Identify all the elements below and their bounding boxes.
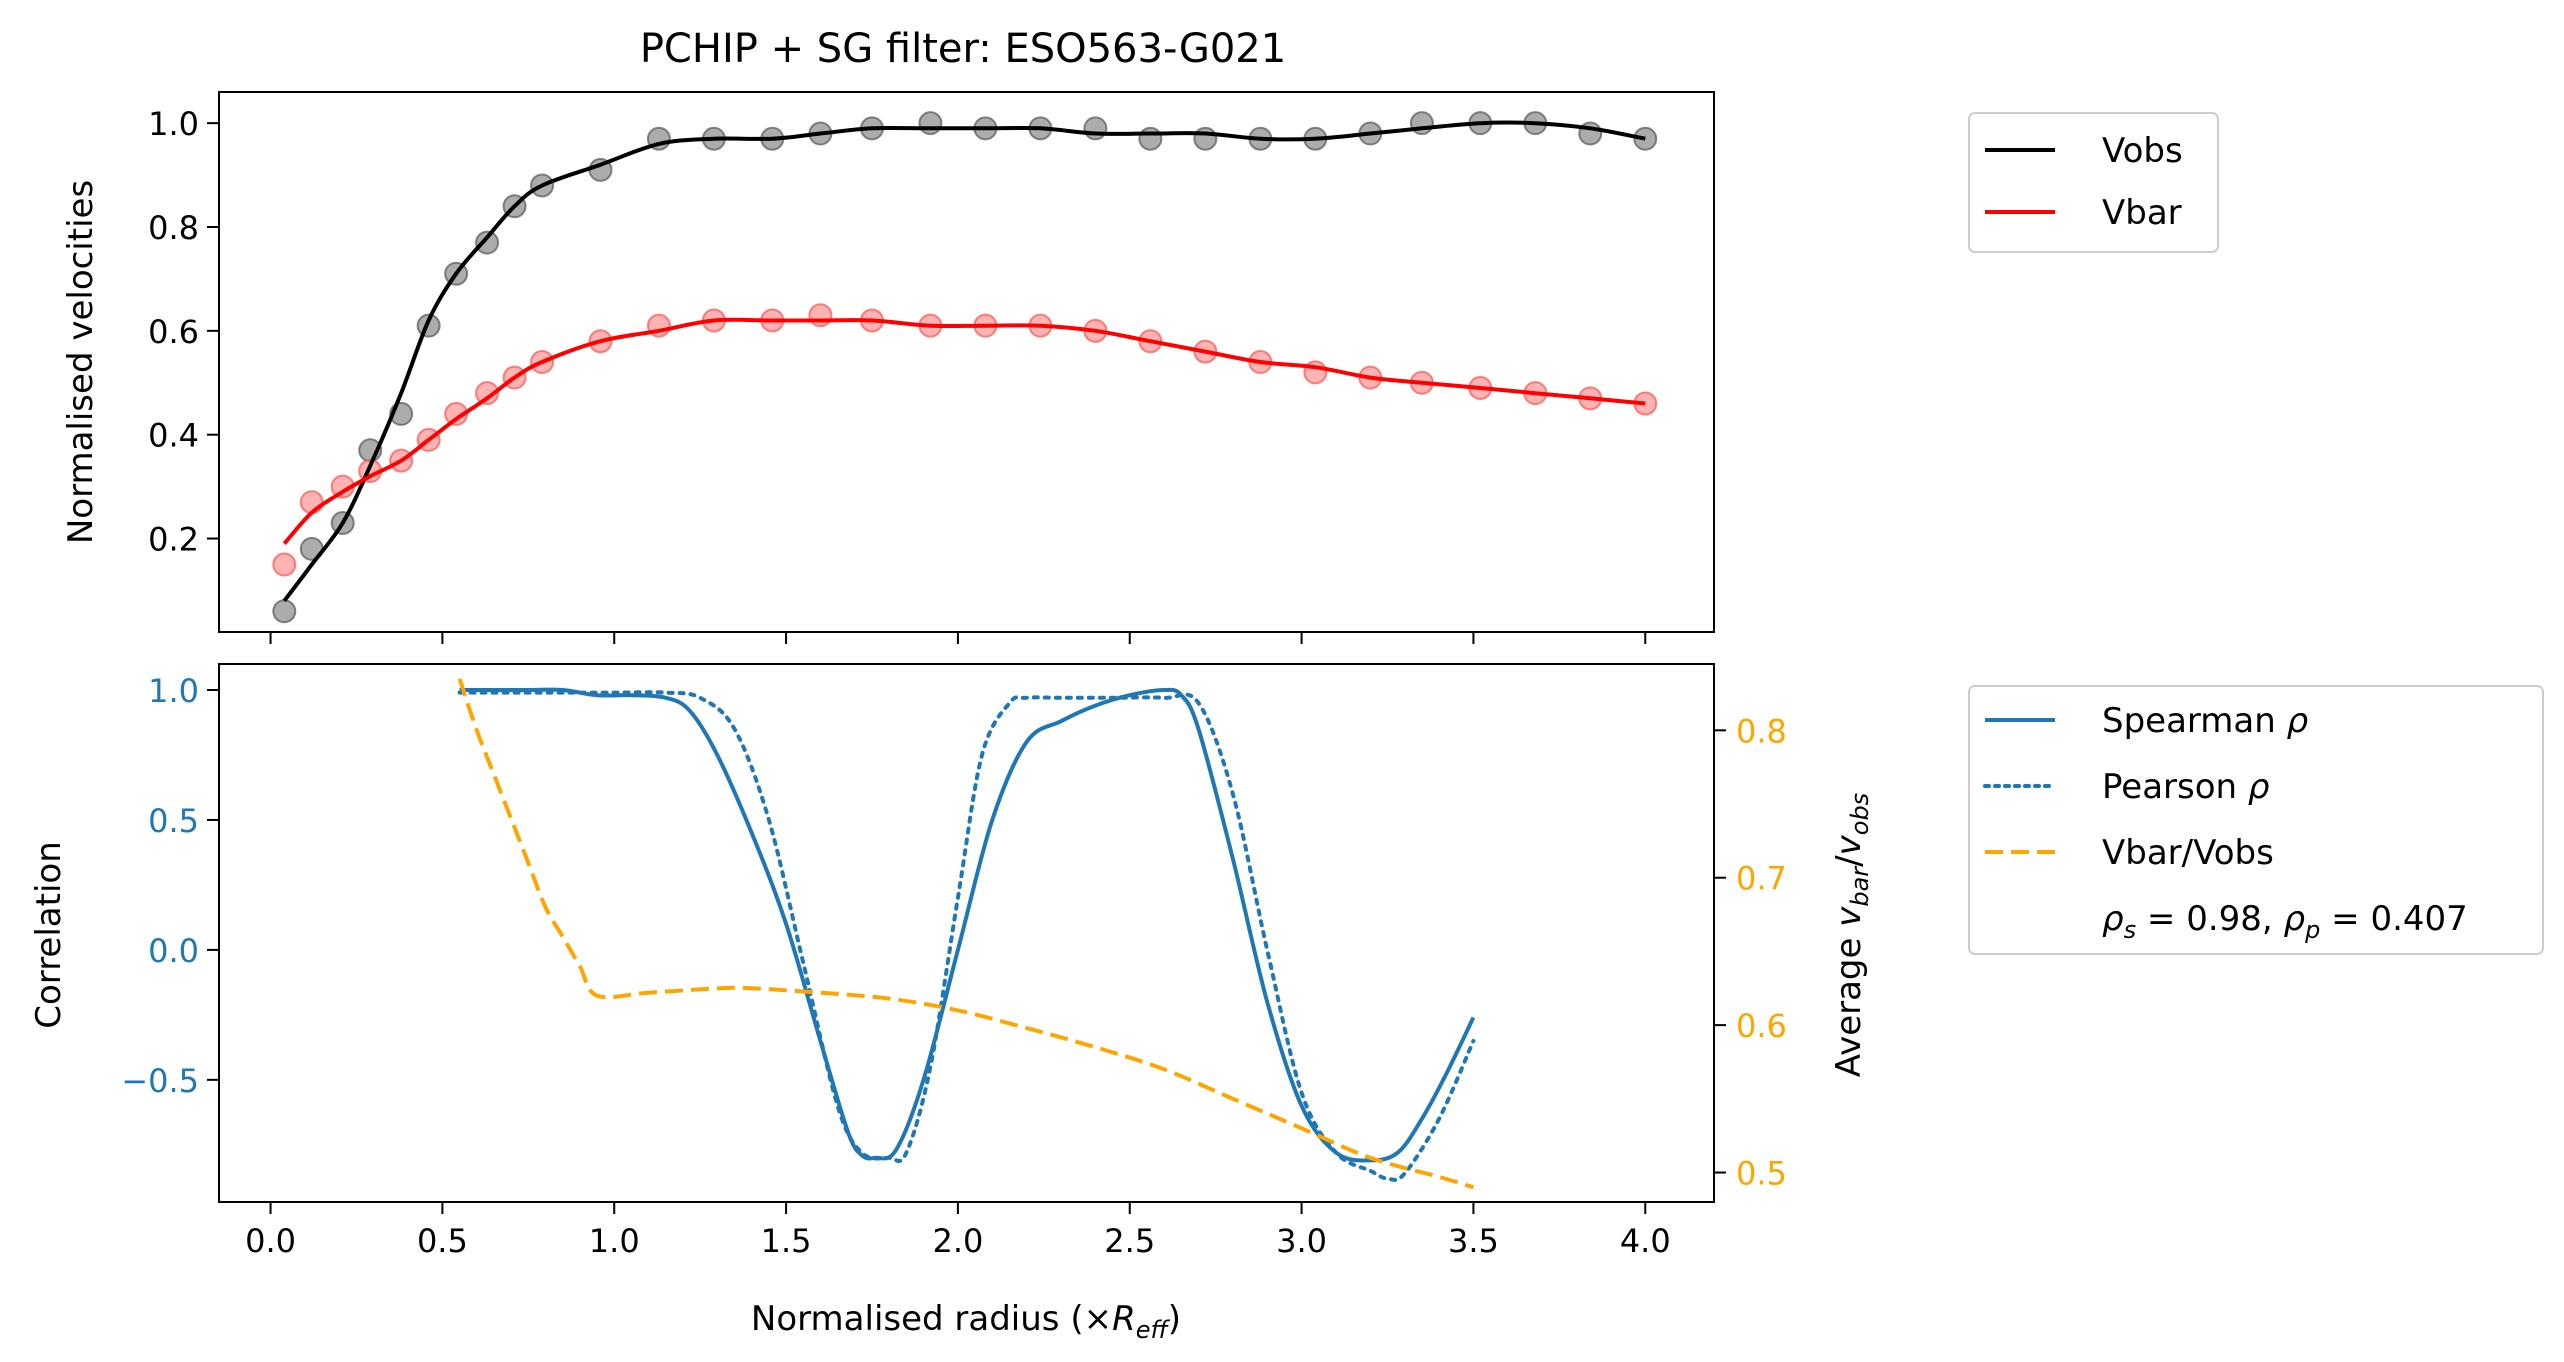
x-tick-label: 3.5 <box>1448 1222 1499 1260</box>
x-label-prefix: Normalised radius (× <box>751 1299 1112 1339</box>
spearman-line <box>459 687 1476 1163</box>
bottom-y2-tick-label: 0.8 <box>1736 712 1787 750</box>
stat-rho-p: ρ <box>2284 899 2306 939</box>
vobs-point <box>1083 116 1108 141</box>
top-y-tick-label: 1.0 <box>148 105 199 143</box>
legend-ratio-label: Vbar/Vobs <box>2102 833 2274 873</box>
stat-rho-s-value: = 0.98, <box>2136 899 2283 939</box>
bottom-y2-axis-label: Average vbar/vobs <box>1829 793 1874 1077</box>
x-label-symbol: R <box>1112 1299 1136 1339</box>
bottom-axis-ticks: 0.0 0.5 1.0 1.5 2.0 2.5 3.0 3.5 4.0 1.0 0.5 0.0 −0.5… <box>121 672 1787 1260</box>
top-panel: 0.2 0.4 0.6 0.8 1.0 Normalised velocities <box>61 91 1715 644</box>
vbar-line <box>282 317 1646 546</box>
x-tick-label: 1.5 <box>761 1222 812 1260</box>
chart-title: PCHIP + SG filter: ESO563-G021 <box>640 26 1286 72</box>
legend-spearman-rho: ρ <box>2287 701 2309 741</box>
y2-label-prefix: Average <box>1829 927 1869 1077</box>
vobs-point <box>272 599 297 624</box>
legend-spearman-label: Spearman ρ <box>2102 701 2309 741</box>
y2-label-sub2: obs <box>1846 793 1874 835</box>
stat-rho-s: ρ <box>2102 899 2124 939</box>
x-tick-label: 2.5 <box>1104 1222 1155 1260</box>
top-y-tick-label: 0.6 <box>148 313 199 351</box>
x-tick-label: 0.0 <box>245 1222 296 1260</box>
bottom-y2-tick-label: 0.7 <box>1736 860 1787 898</box>
legend-top-box <box>1968 112 2219 253</box>
bottom-y-tick-label: 0.0 <box>148 932 199 970</box>
y2-label-v2: v <box>1829 834 1869 855</box>
stat-rho-p-value: = 0.407 <box>2320 899 2467 939</box>
x-axis-label: Normalised radius (×Reff) <box>751 1299 1181 1344</box>
bottom-plot-frame <box>218 663 1715 1203</box>
legend-top: Vobs Vbar <box>1968 112 2219 253</box>
top-y-axis-label: Normalised velocities <box>61 180 101 544</box>
bottom-y-axis-label: Correlation <box>29 841 69 1028</box>
x-tick-label: 3.0 <box>1276 1222 1327 1260</box>
top-series-group <box>272 111 1658 624</box>
bottom-y-tick-label: −0.5 <box>121 1062 199 1100</box>
vobs-point <box>475 230 500 255</box>
y2-label-sub1: bar <box>1846 865 1874 907</box>
top-y-tick-label: 0.4 <box>148 417 199 455</box>
vbar-point <box>475 381 500 406</box>
vobs-line <box>282 120 1646 603</box>
vobs-point <box>1138 126 1163 151</box>
legend-vbar-label: Vbar <box>2102 193 2182 233</box>
y2-label-slash: / <box>1829 855 1869 867</box>
top-y-tick-label: 0.2 <box>148 521 199 559</box>
legend-bottom: Spearman ρ Pearson ρ Vbar/Vobs ρs = 0.98… <box>1968 685 2544 955</box>
vbar-point <box>299 490 324 515</box>
legend-pearson-text: Pearson <box>2102 767 2248 807</box>
x-tick-label: 1.0 <box>589 1222 640 1260</box>
vbar-point <box>808 303 833 328</box>
vbar-point <box>272 552 297 577</box>
bottom-y2-tick-label: 0.6 <box>1736 1007 1787 1045</box>
x-label-suffix: ) <box>1168 1299 1181 1339</box>
legend-bottom-box <box>1968 685 2544 955</box>
legend-pearson-label: Pearson ρ <box>2102 767 2270 807</box>
bottom-y2-tick-label: 0.5 <box>1736 1155 1787 1193</box>
legend-pearson-rho: ρ <box>2248 767 2270 807</box>
top-axis-ticks: 0.2 0.4 0.6 0.8 1.0 <box>148 105 1647 644</box>
x-label-sub: eff <box>1136 1316 1171 1344</box>
vobs-point <box>1193 126 1218 151</box>
stat-rho-s-sub: s <box>2124 916 2137 944</box>
stat-rho-p-sub: p <box>2304 916 2320 944</box>
top-plot-frame <box>218 91 1715 633</box>
bottom-series-group <box>457 678 1476 1190</box>
legend-vobs-label: Vobs <box>2102 131 2183 171</box>
legend-spearman-text: Spearman <box>2102 701 2287 741</box>
ratio-line <box>457 678 1475 1190</box>
legend-stats-text: ρs = 0.98, ρp = 0.407 <box>2102 899 2468 944</box>
x-tick-label: 4.0 <box>1620 1222 1671 1260</box>
bottom-y-tick-label: 0.5 <box>148 802 199 840</box>
x-tick-label: 2.0 <box>932 1222 983 1260</box>
bottom-panel: 0.0 0.5 1.0 1.5 2.0 2.5 3.0 3.5 4.0 1.0 0.5 0.0 −0.5… <box>29 663 1874 1344</box>
pearson-line <box>457 690 1476 1182</box>
vobs-point <box>918 111 943 136</box>
bottom-y-tick-label: 1.0 <box>148 672 199 710</box>
y2-label-v1: v <box>1829 906 1869 927</box>
top-y-tick-label: 0.8 <box>148 209 199 247</box>
x-tick-label: 0.5 <box>417 1222 468 1260</box>
